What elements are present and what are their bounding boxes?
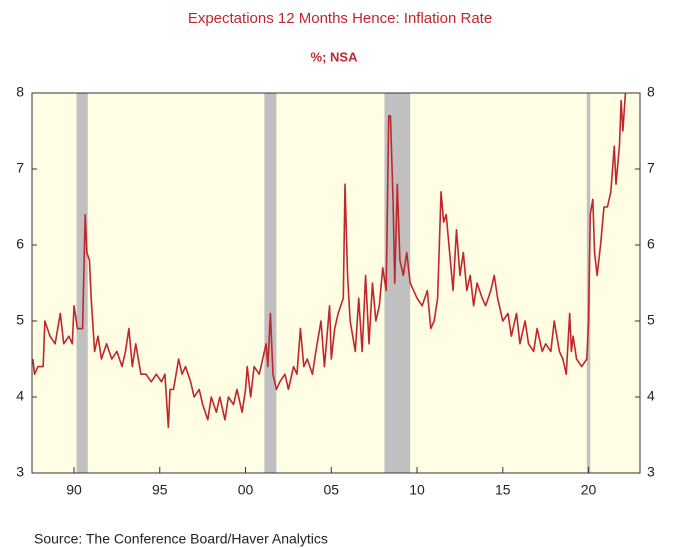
source-note: Source: The Conference Board/Haver Analy…: [34, 531, 328, 547]
x-tick-label: 15: [495, 482, 511, 498]
y-tick-label: 3: [16, 464, 24, 480]
x-tick-label: 05: [323, 482, 339, 498]
y2-tick-label: 6: [647, 236, 655, 252]
plot-frame: [31, 92, 641, 474]
x-tick-label: 95: [152, 482, 168, 498]
y-tick-label: 7: [16, 160, 24, 176]
y2-tick-label: 3: [647, 464, 655, 480]
chart-title: Expectations 12 Months Hence: Inflation …: [188, 10, 492, 27]
y2-tick-label: 7: [647, 160, 655, 176]
y2-tick-label: 4: [647, 388, 655, 404]
x-tick-label: 10: [409, 482, 425, 498]
recession-band: [76, 93, 88, 473]
y-tick-label: 8: [16, 84, 24, 100]
y2-tick-label: 8: [647, 84, 655, 100]
y-tick-label: 4: [16, 388, 24, 404]
recession-band: [264, 93, 277, 473]
data-line: [32, 92, 627, 429]
y-tick-label: 5: [16, 312, 24, 328]
y-tick-label: 6: [16, 236, 24, 252]
plot-background: [32, 93, 640, 473]
y2-tick-label: 5: [647, 312, 655, 328]
x-tick-label: 20: [581, 482, 597, 498]
x-tick-label: 00: [238, 482, 254, 498]
chart-subtitle: %; NSA: [311, 49, 359, 64]
x-tick-label: 90: [66, 482, 82, 498]
